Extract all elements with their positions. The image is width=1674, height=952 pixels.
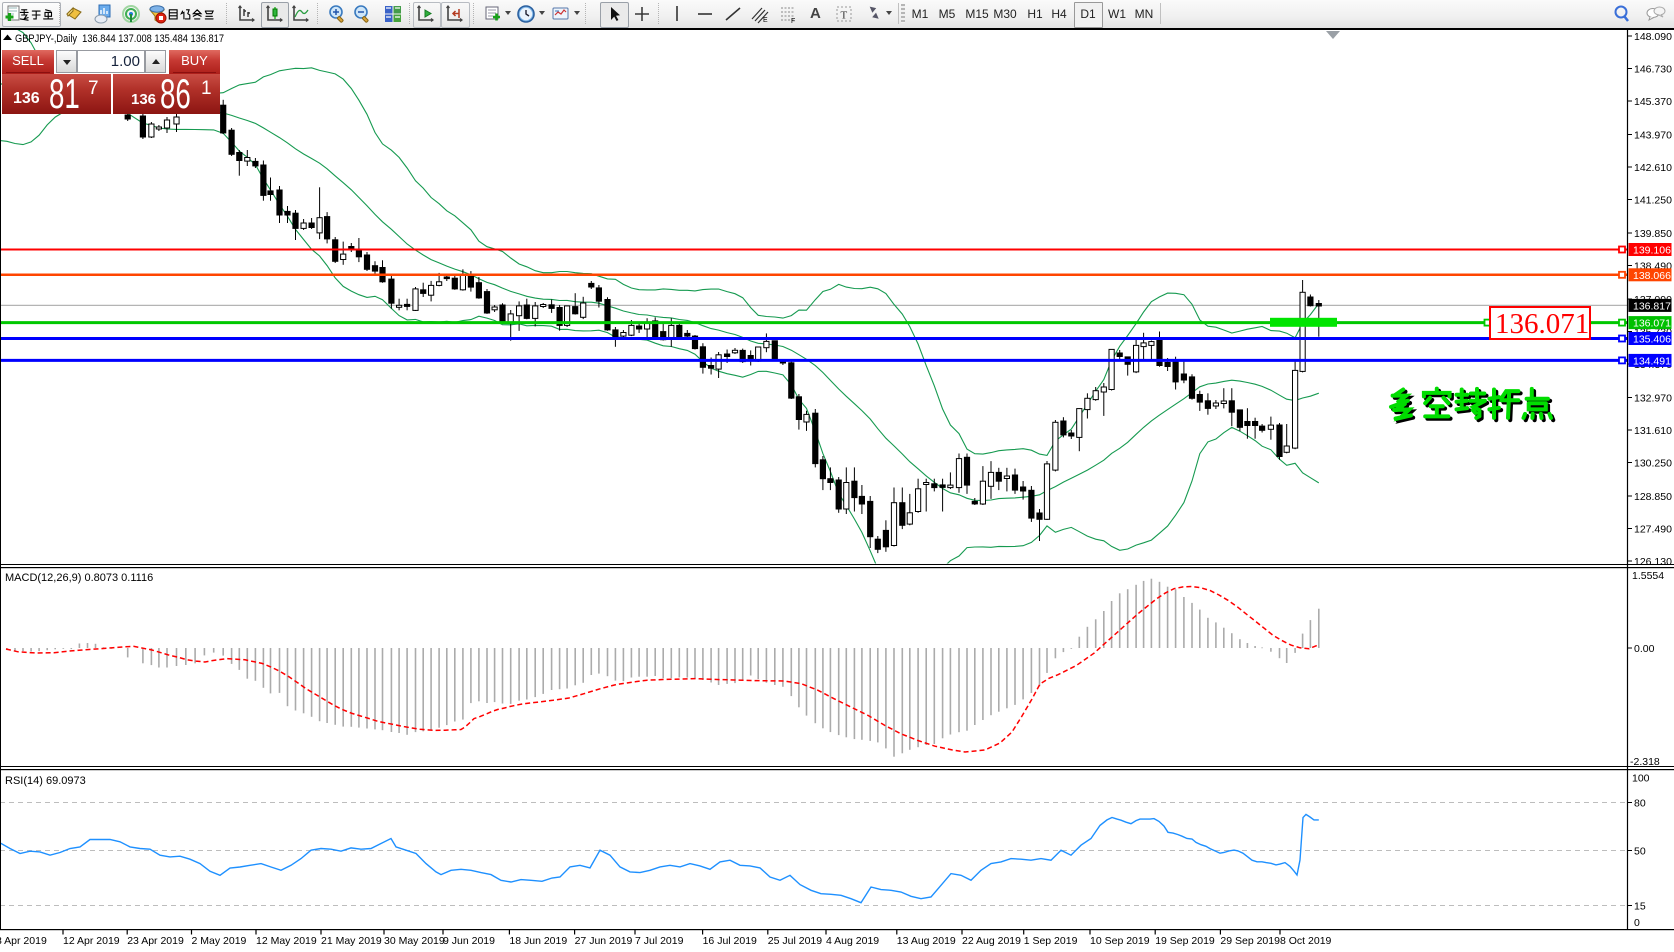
svg-text:138.066: 138.066 bbox=[1633, 270, 1671, 282]
svg-text:131.610: 131.610 bbox=[1634, 425, 1672, 437]
svg-text:1 Sep 2019: 1 Sep 2019 bbox=[1024, 935, 1078, 947]
svg-text:135.406: 135.406 bbox=[1633, 334, 1671, 346]
svg-text:RSI(14) 69.0973: RSI(14) 69.0973 bbox=[5, 775, 86, 787]
svg-text:12 May 2019: 12 May 2019 bbox=[256, 935, 317, 947]
svg-text:25 Jul 2019: 25 Jul 2019 bbox=[768, 935, 822, 947]
svg-text:22 Aug 2019: 22 Aug 2019 bbox=[962, 935, 1021, 947]
svg-text:4 Aug 2019: 4 Aug 2019 bbox=[826, 935, 879, 947]
svg-text:T: T bbox=[841, 10, 848, 22]
svg-text:GBPJPY-,Daily 136.844 137.008: GBPJPY-,Daily 136.844 137.008 135.484 13… bbox=[15, 33, 224, 45]
svg-text:148.090: 148.090 bbox=[1634, 31, 1672, 43]
svg-text:126.130: 126.130 bbox=[1634, 556, 1672, 568]
svg-text:30 May 2019: 30 May 2019 bbox=[384, 935, 445, 947]
svg-text:3 Apr 2019: 3 Apr 2019 bbox=[0, 935, 47, 947]
svg-text:19 Sep 2019: 19 Sep 2019 bbox=[1155, 935, 1215, 947]
svg-text:F: F bbox=[791, 18, 795, 24]
svg-text:139.850: 139.850 bbox=[1634, 228, 1672, 240]
svg-text:8 Oct 2019: 8 Oct 2019 bbox=[1280, 935, 1332, 947]
svg-text:13 Aug 2019: 13 Aug 2019 bbox=[897, 935, 956, 947]
svg-text:136.071: 136.071 bbox=[1633, 318, 1671, 330]
svg-text:E: E bbox=[763, 17, 768, 24]
svg-text:130.250: 130.250 bbox=[1634, 458, 1672, 470]
svg-text:100: 100 bbox=[1632, 773, 1650, 785]
svg-text:18 Jun 2019: 18 Jun 2019 bbox=[509, 935, 567, 947]
svg-text:-2.318: -2.318 bbox=[1630, 756, 1660, 768]
svg-text:142.610: 142.610 bbox=[1634, 162, 1672, 174]
svg-text:127.490: 127.490 bbox=[1634, 524, 1672, 536]
svg-text:136.071: 136.071 bbox=[1495, 308, 1589, 340]
svg-text:1.5554: 1.5554 bbox=[1632, 570, 1664, 582]
svg-text:0: 0 bbox=[1634, 917, 1640, 929]
svg-text:141.250: 141.250 bbox=[1634, 195, 1672, 207]
svg-text:143.970: 143.970 bbox=[1634, 130, 1672, 142]
svg-text:134.491: 134.491 bbox=[1633, 355, 1671, 367]
svg-text:15: 15 bbox=[1634, 901, 1646, 913]
svg-text:12 Apr 2019: 12 Apr 2019 bbox=[63, 935, 120, 947]
svg-text:50: 50 bbox=[1634, 846, 1646, 858]
svg-text:132.970: 132.970 bbox=[1634, 393, 1672, 405]
svg-text:27 Jun 2019: 27 Jun 2019 bbox=[575, 935, 633, 947]
svg-text:9 Jun 2019: 9 Jun 2019 bbox=[443, 935, 495, 947]
svg-text:136.817: 136.817 bbox=[1633, 300, 1671, 312]
svg-text:0.00: 0.00 bbox=[1634, 643, 1655, 655]
svg-text:128.850: 128.850 bbox=[1634, 491, 1672, 503]
svg-text:23 Apr 2019: 23 Apr 2019 bbox=[127, 935, 184, 947]
svg-text:146.730: 146.730 bbox=[1634, 64, 1672, 76]
svg-text:29 Sep 2019: 29 Sep 2019 bbox=[1220, 935, 1280, 947]
svg-text:2 May 2019: 2 May 2019 bbox=[192, 935, 247, 947]
svg-text:80: 80 bbox=[1634, 798, 1646, 810]
svg-text:MACD(12,26,9) 0.8073 0.1116: MACD(12,26,9) 0.8073 0.1116 bbox=[5, 572, 153, 584]
svg-text:10 Sep 2019: 10 Sep 2019 bbox=[1090, 935, 1150, 947]
svg-text:145.370: 145.370 bbox=[1634, 96, 1672, 108]
svg-text:21 May 2019: 21 May 2019 bbox=[321, 935, 382, 947]
svg-text:139.106: 139.106 bbox=[1633, 245, 1671, 257]
svg-text:16 Jul 2019: 16 Jul 2019 bbox=[703, 935, 757, 947]
svg-text:7 Jul 2019: 7 Jul 2019 bbox=[635, 935, 684, 947]
